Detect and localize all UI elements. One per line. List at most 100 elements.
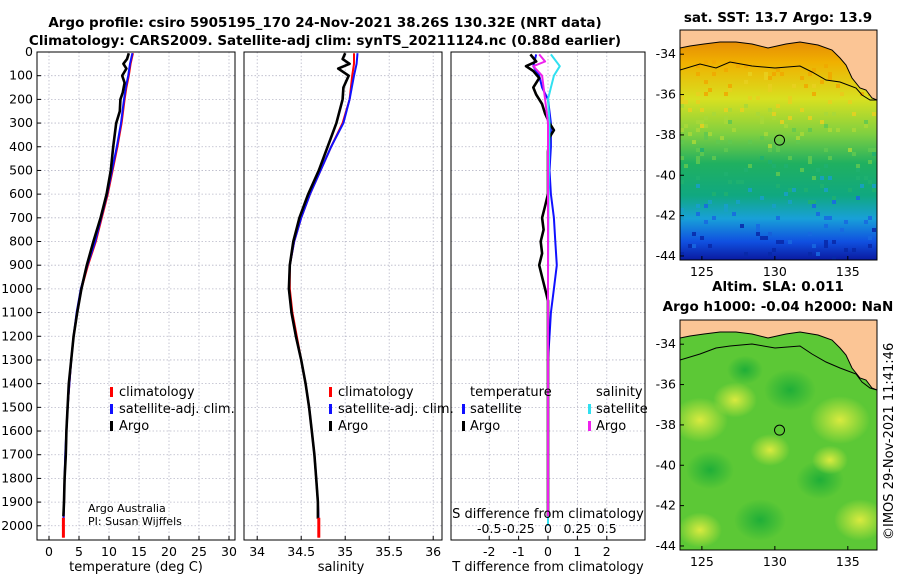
sst-pixel — [740, 108, 744, 112]
x2-tick-label: -0.5 — [477, 521, 501, 536]
sst-pixel — [872, 184, 876, 188]
sst-pixel — [832, 112, 836, 116]
sst-pixel — [788, 96, 792, 100]
x2-tick-label: 0 — [544, 521, 552, 536]
sst-pixel — [680, 128, 684, 132]
sst-pixel — [760, 136, 764, 140]
sst-pixel — [784, 192, 788, 196]
sst-pixel — [856, 164, 860, 168]
sst-pixel — [748, 188, 752, 192]
salinity-legend: climatology satellite-adj. clim. Argo — [329, 385, 454, 434]
legend-label-t-satellite: satellite — [470, 402, 522, 417]
sst-pixel — [788, 100, 792, 104]
y-tick-label: 1300 — [1, 352, 33, 367]
sla-blob — [812, 445, 848, 475]
x-tick-label: 15 — [131, 544, 147, 559]
map-x-tick-label: 130 — [763, 264, 787, 279]
sst-pixel — [776, 144, 780, 148]
sst-pixel — [704, 80, 708, 84]
sst-pixel — [768, 76, 772, 80]
sst-pixel — [820, 176, 824, 180]
legend-label-satellite: satellite-adj. clim. — [119, 402, 235, 417]
sst-pixel — [808, 160, 812, 164]
sst-pixel — [832, 196, 836, 200]
x-tick-label: 20 — [161, 544, 177, 559]
sst-pixel — [856, 176, 860, 180]
sst-pixel — [832, 240, 836, 244]
sst-pixel — [680, 104, 684, 108]
sst-pixel — [768, 88, 772, 92]
map-y-tick-label: -40 — [656, 167, 676, 182]
y-tick-label: 1000 — [1, 281, 33, 296]
y-tick-label: 2000 — [1, 518, 33, 533]
map-y-tick-label: -44 — [656, 538, 676, 553]
sst-pixel — [712, 156, 716, 160]
series-line-argo — [287, 52, 351, 519]
x-tick-label: 34 — [249, 544, 265, 559]
sst-pixel — [724, 68, 728, 72]
sst-pixel — [696, 204, 700, 208]
sst-float-marker — [774, 134, 786, 146]
legend-swatch-s-satellite — [588, 404, 591, 414]
sst-map-panel: sat. SST: 13.7 Argo: 13.9 125 130 135 -34 -3… — [656, 10, 878, 279]
sst-pixel — [744, 104, 748, 108]
y-tick-label: 700 — [9, 210, 33, 225]
sst-pixel — [724, 108, 728, 112]
legend-title-temperature: temperature — [470, 385, 552, 400]
sst-pixel — [760, 156, 764, 160]
sst-pixel — [824, 164, 828, 168]
y-tick-label: 1600 — [1, 423, 33, 438]
sst-pixel — [724, 148, 728, 152]
x-tick-label: -2 — [483, 544, 495, 559]
y-tick-label: 1200 — [1, 328, 33, 343]
sst-pixel — [820, 184, 824, 188]
sst-pixel — [800, 132, 804, 136]
legend-label-climatology: climatology — [119, 385, 195, 400]
sst-pixel — [700, 124, 704, 128]
sst-pixel — [684, 124, 688, 128]
sla-blob — [713, 382, 757, 418]
sst-pixel — [700, 108, 704, 112]
sst-pixel — [856, 168, 860, 172]
sst-pixel — [704, 92, 708, 96]
sst-pixel — [680, 180, 684, 184]
sst-pixel — [760, 116, 764, 120]
x-tick-label: 30 — [221, 544, 237, 559]
sst-pixel — [704, 136, 708, 140]
sst-pixel — [824, 216, 828, 220]
credit-org: Argo Australia — [88, 502, 166, 515]
sst-pixel — [808, 252, 812, 256]
salinity-xlabel: salinity — [318, 560, 365, 575]
difference-panel: -2 -1 0 1 2 -0.5 -0.25 0 0.25 0.5 S difference f… — [450, 51, 648, 575]
sst-pixel — [688, 132, 692, 136]
sst-pixel — [696, 176, 700, 180]
sst-pixel — [684, 164, 688, 168]
sst-pixel — [760, 236, 764, 240]
x-tick-label: 36 — [425, 544, 441, 559]
sst-pixel — [680, 156, 684, 160]
sst-pixel — [760, 196, 764, 200]
sst-pixel — [748, 140, 752, 144]
y-tick-label: 1700 — [1, 447, 33, 462]
sst-pixel — [828, 72, 832, 76]
sst-pixel — [868, 236, 872, 240]
sst-pixel — [816, 252, 820, 256]
x2-tick-label: 0.25 — [563, 521, 591, 536]
sst-pixel — [704, 60, 708, 64]
sst-pixel — [680, 100, 684, 104]
sst-pixel — [776, 140, 780, 144]
x2-tick-label: -0.25 — [502, 521, 534, 536]
sst-pixel — [764, 76, 768, 80]
sst-pixel — [728, 120, 732, 124]
sst-pixel — [776, 184, 780, 188]
credit-pi: PI: Susan Wijffels — [88, 515, 182, 528]
x-tick-label: -1 — [512, 544, 524, 559]
sst-pixel — [852, 152, 856, 156]
sst-pixel — [776, 240, 780, 244]
sst-pixel — [776, 68, 780, 72]
sst-pixel — [708, 88, 712, 92]
sst-pixel — [776, 104, 780, 108]
x-tick-label: 10 — [101, 544, 117, 559]
timestamp-watermark: ©IMOS 29-Nov-2021 11:41:46 — [882, 343, 897, 540]
y-tick-label: 900 — [9, 257, 33, 272]
